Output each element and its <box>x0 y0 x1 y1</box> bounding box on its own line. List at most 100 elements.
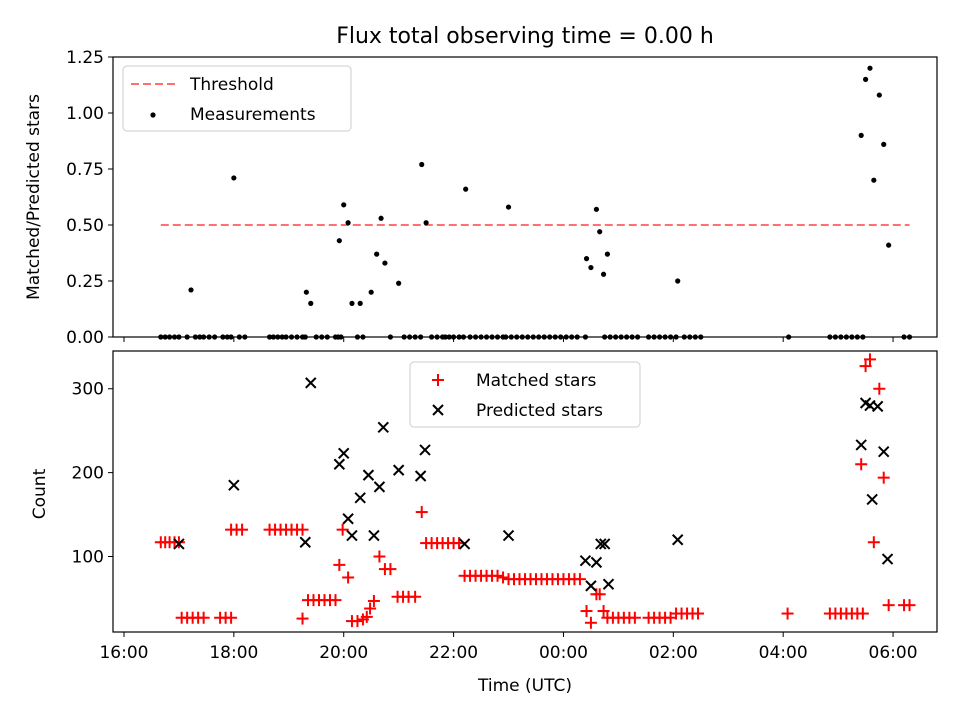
predicted-star-b <box>458 538 471 550</box>
measurement-point <box>374 251 380 257</box>
time-x-tick-label: 02:00 <box>649 643 698 663</box>
predicted-star-point <box>342 513 354 525</box>
measurement-point <box>597 229 603 235</box>
measurement-point <box>881 141 887 147</box>
measurement-point <box>423 220 429 226</box>
matched-star-point <box>236 523 249 536</box>
matched-star-point <box>628 611 641 624</box>
matched-star-point <box>333 558 346 571</box>
ratio-axes: 0.00 0.25 0.50 0.75 1.00 1.25 Matched/Predict… <box>24 48 938 348</box>
predicted-star-b <box>859 397 872 409</box>
ratio-y-tick-label: 0.75 <box>66 160 104 180</box>
measurement-point <box>858 132 864 138</box>
predicted-star-point <box>881 553 894 565</box>
legend-measurements-label: Measurements <box>190 105 316 125</box>
matched-star-point <box>859 360 872 373</box>
matched-star-point <box>877 471 890 484</box>
measurement-point <box>588 264 594 271</box>
chart-title: Flux total observing time = 0.00 h <box>336 24 714 49</box>
count-axes-frame <box>112 350 938 633</box>
legend-predicted-swatch <box>432 404 444 416</box>
predicted-star-point <box>414 470 427 482</box>
predicted-star-b <box>354 492 366 504</box>
predicted-star-point <box>458 538 471 550</box>
measurement-point <box>382 260 388 266</box>
predicted-star-b <box>866 493 878 506</box>
ratio-axes-frame <box>112 56 938 338</box>
predicted-star-point <box>502 529 515 542</box>
measurement-point <box>357 300 363 306</box>
measurement-point <box>604 251 611 257</box>
predicted-star-point <box>672 534 684 546</box>
ratio-y-tick-label: 0.50 <box>66 216 104 236</box>
predicted-star-point <box>878 445 890 458</box>
time-x-tick-label: 22:00 <box>429 643 478 663</box>
matched-star-point <box>225 611 238 624</box>
matched-star-point <box>373 550 386 563</box>
measurement-point <box>231 175 237 181</box>
matched-star-point <box>573 573 586 586</box>
measurement-point <box>871 177 877 183</box>
count-ticks: 100 200 300 16:00 18:00 20:00 22:00 00:00 02:00 0… <box>72 380 918 663</box>
ratio-y-tick-label: 0.00 <box>66 328 104 348</box>
predicted-star-b <box>342 513 354 525</box>
predicted-star-point <box>419 444 431 456</box>
legend-matched-label: Matched stars <box>476 371 596 391</box>
predicted-star-b <box>373 481 386 493</box>
count-y-tick-label: 100 <box>72 548 104 568</box>
count-y-tick-label: 300 <box>72 380 104 400</box>
time-x-tick-label: 04:00 <box>759 643 808 663</box>
count-y-tick-label: 200 <box>72 464 104 484</box>
predicted-star-b <box>299 536 311 548</box>
measurement-point <box>378 215 384 221</box>
legend-threshold-label: Threshold <box>189 75 274 95</box>
time-x-tick-label: 06:00 <box>869 643 918 663</box>
matched-star-point <box>336 523 349 536</box>
matched-star-point <box>342 571 355 584</box>
legend-measurements-swatch <box>150 112 156 118</box>
measurement-point <box>876 92 882 98</box>
predicted-star-point <box>362 469 375 481</box>
measurement-point <box>341 202 347 208</box>
matched-star-point <box>580 605 593 618</box>
predicted-star-b <box>173 538 185 550</box>
matched-star-point <box>584 616 597 629</box>
predicted-star-point <box>373 481 386 493</box>
predicted-star-point <box>590 556 603 569</box>
predicted-star-point <box>299 536 311 548</box>
predicted-star-b <box>305 377 317 389</box>
predicted-star-point <box>333 458 346 470</box>
predicted-star-b <box>585 580 597 592</box>
measurement-point <box>188 287 194 293</box>
time-x-axis-label: Time (UTC) <box>477 676 572 696</box>
ratio-y-axis-label: Matched/Predicted stars <box>24 94 44 300</box>
predicted-star-b <box>590 556 603 569</box>
matched-star-point <box>329 594 342 607</box>
measurement-point <box>886 242 892 248</box>
predicted-star-point <box>579 554 592 567</box>
predicted-star-b <box>362 469 375 481</box>
matched-star-point <box>855 458 868 471</box>
ratio-y-tick-label: 0.25 <box>66 272 104 292</box>
measurement-point <box>345 220 351 226</box>
predicted-star-b <box>881 553 894 565</box>
measurement-point <box>600 271 607 277</box>
predicted-star-point <box>585 580 597 592</box>
predicted-star-b <box>346 529 358 542</box>
time-x-tick-label: 00:00 <box>539 643 588 663</box>
matched-star-point <box>597 605 610 618</box>
measurement-point <box>336 238 342 244</box>
matched-star-point <box>863 353 876 366</box>
matched-star-point <box>367 594 380 607</box>
ratio-ticks: 0.00 0.25 0.50 0.75 1.00 1.25 <box>66 48 894 348</box>
time-x-tick-label: 16:00 <box>99 643 148 663</box>
matched-star-point <box>384 563 397 576</box>
predicted-star-b <box>392 464 405 476</box>
measurement-point <box>308 300 314 306</box>
predicted-star-point <box>871 400 884 413</box>
count-marks <box>154 353 916 629</box>
matched-star-point <box>360 610 373 623</box>
predicted-star-point <box>173 538 185 550</box>
measurement-point <box>303 289 309 295</box>
